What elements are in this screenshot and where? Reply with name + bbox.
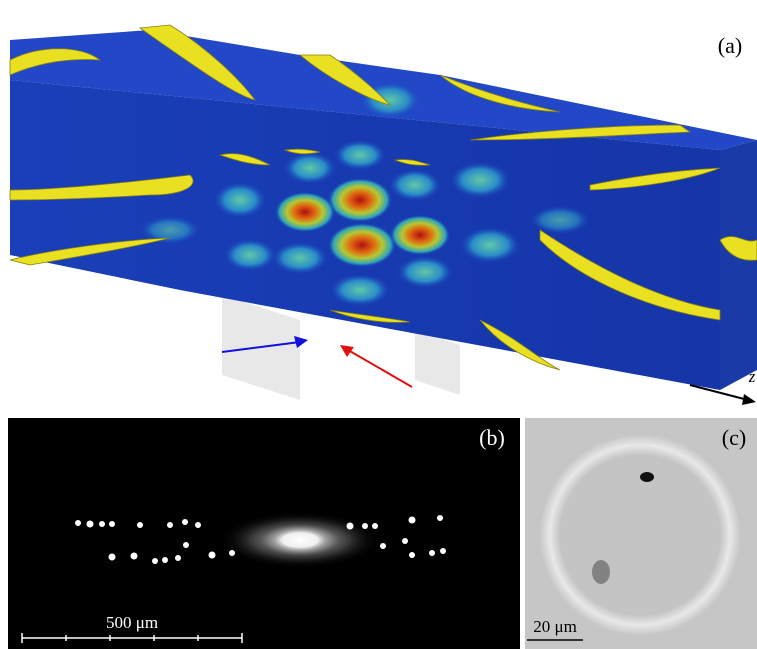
end-face (720, 140, 757, 390)
figure: z (a) 500 μm (b) 20 μm (c) (0, 0, 757, 649)
scale-label: 500 μm (106, 613, 158, 632)
dark-spot (592, 560, 610, 584)
panel-c: 20 μm (c) (525, 418, 757, 649)
glow (255, 522, 345, 558)
scale-label: 20 μm (533, 617, 577, 636)
panel-a: z (a) (10, 25, 757, 405)
panel-label: (c) (722, 425, 746, 450)
axis-label: z (748, 367, 756, 386)
dark-spot (640, 472, 654, 482)
arrowhead (742, 394, 756, 405)
panel-label: (a) (718, 33, 742, 58)
arrowhead (340, 345, 354, 357)
ring (540, 435, 740, 635)
panel-label: (b) (479, 425, 505, 450)
arrow-red (348, 350, 412, 387)
panel-b: 500 μm (b) (8, 418, 520, 649)
